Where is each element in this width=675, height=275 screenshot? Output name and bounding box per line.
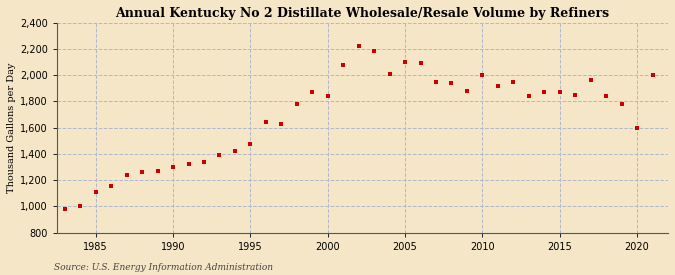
Point — [523, 94, 534, 98]
Point — [152, 169, 163, 173]
Point — [198, 160, 209, 164]
Point — [539, 90, 549, 94]
Point — [431, 79, 441, 84]
Point — [307, 90, 318, 94]
Point — [462, 89, 472, 93]
Point — [400, 60, 410, 64]
Point — [493, 83, 504, 88]
Point — [415, 61, 426, 65]
Point — [369, 49, 379, 54]
Point — [384, 72, 395, 76]
Point — [122, 173, 132, 177]
Point — [167, 165, 178, 169]
Point — [601, 94, 612, 98]
Point — [245, 142, 256, 146]
Point — [137, 170, 148, 174]
Point — [106, 184, 117, 188]
Point — [338, 62, 348, 67]
Point — [647, 73, 658, 77]
Title: Annual Kentucky No 2 Distillate Wholesale/Resale Volume by Refiners: Annual Kentucky No 2 Distillate Wholesal… — [115, 7, 610, 20]
Point — [570, 92, 580, 97]
Point — [353, 44, 364, 48]
Point — [554, 90, 565, 94]
Point — [75, 204, 86, 208]
Point — [230, 149, 240, 153]
Y-axis label: Thousand Gallons per Day: Thousand Gallons per Day — [7, 62, 16, 193]
Point — [477, 73, 488, 77]
Point — [261, 120, 271, 125]
Point — [59, 207, 70, 211]
Point — [616, 102, 627, 106]
Point — [508, 79, 519, 84]
Point — [446, 81, 457, 85]
Text: Source: U.S. Energy Information Administration: Source: U.S. Energy Information Administ… — [54, 263, 273, 272]
Point — [292, 102, 302, 106]
Point — [323, 94, 333, 98]
Point — [214, 153, 225, 157]
Point — [585, 78, 596, 82]
Point — [90, 190, 101, 194]
Point — [183, 162, 194, 166]
Point — [276, 121, 287, 126]
Point — [632, 125, 643, 130]
